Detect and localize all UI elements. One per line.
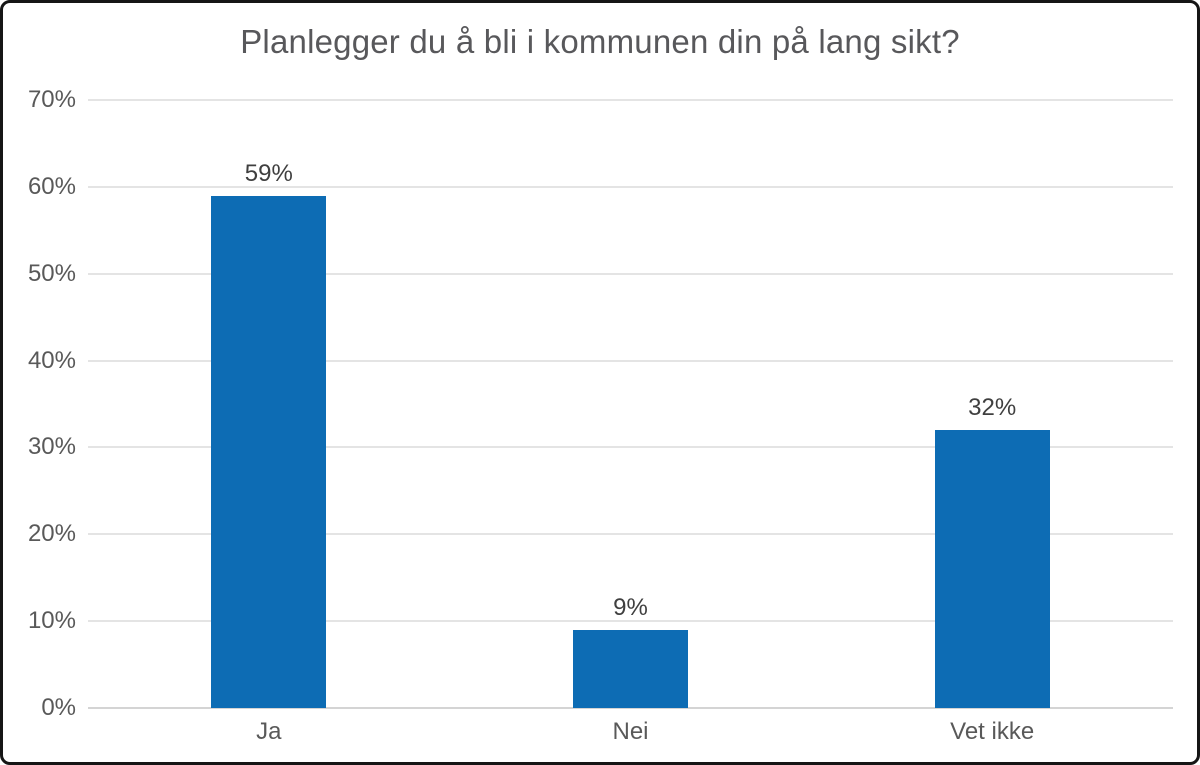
gridline-50 [88,272,1173,275]
bar-value-label: 9% [613,593,648,621]
gridline-30 [88,446,1173,449]
y-tick-label-40: 40% [27,346,76,374]
y-axis-tick-labels: 0% 10% 20% 30% 40% 50% 60% 70% [3,86,76,721]
x-category-label-0: Ja [256,718,282,745]
bar-Nei [573,629,688,708]
gridline-20 [88,533,1173,536]
x-category-label-2: Vet ikke [950,718,1035,745]
y-tick-label-70: 70% [27,86,76,113]
bar-Vet ikke [934,430,1050,708]
y-tick-label-0: 0% [41,694,76,721]
plot-area: 59% 9% 32% [88,99,1173,709]
gridline-60 [88,185,1173,188]
bar-Ja [211,195,327,708]
x-category-label-1: Nei [612,718,649,745]
y-tick-label-30: 30% [27,433,76,461]
x-axis-category-labels: Ja Nei Vet ikke [88,718,1173,758]
bar-value-label: 59% [244,159,293,187]
gridline-40 [88,359,1173,362]
y-tick-label-50: 50% [27,259,76,287]
gridline-70 [88,99,1173,101]
bar-value-label: 32% [968,394,1017,422]
chart-title: Planlegger du å bli i kommunen din på la… [240,23,960,60]
y-tick-label-60: 60% [27,172,76,200]
y-tick-label-20: 20% [27,520,76,548]
y-tick-label-10: 10% [27,607,76,635]
gridline-10 [88,620,1173,623]
x-axis-line [88,707,1173,709]
